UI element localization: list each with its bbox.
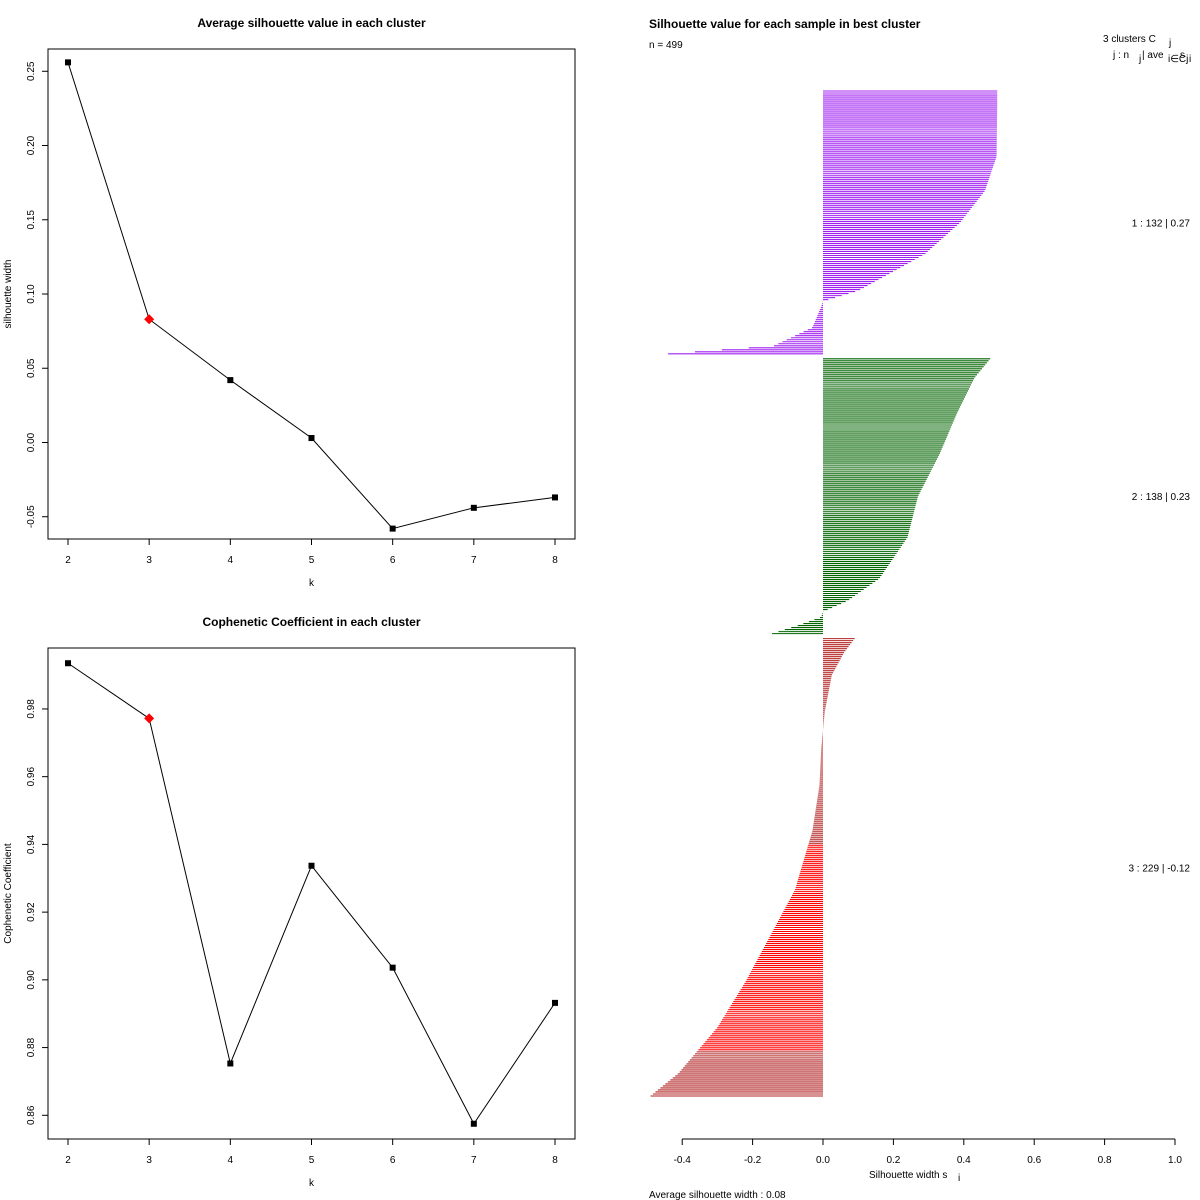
cluster-1-bars: [668, 90, 998, 355]
x-tick-label: 4: [228, 555, 234, 566]
x-tick-label: 7: [471, 555, 477, 566]
x-tick-label: 2: [65, 1155, 71, 1166]
cluster-2-label: 2 : 138 | 0.23: [1132, 492, 1191, 503]
y-tick-label: 0.88: [26, 1037, 37, 1057]
legend-header-sub: j: [1138, 54, 1141, 65]
x-axis-label: Silhouette width s: [869, 1170, 947, 1181]
legend-header-2: s: [1180, 50, 1185, 61]
x-axis-label-sub: i: [958, 1173, 960, 1184]
y-tick-label: 0.00: [26, 432, 37, 452]
x-tick-label: 5: [309, 1155, 315, 1166]
y-tick-label: 0.86: [26, 1105, 37, 1125]
legend-header-2: | ave: [1142, 50, 1164, 61]
y-tick-label: 0.90: [26, 970, 37, 990]
cluster-2-bars: [771, 358, 991, 635]
x-tick-label: 7: [471, 1155, 477, 1166]
x-tick-label: 8: [552, 1155, 558, 1166]
series-line: [67, 662, 556, 1125]
best-k-point: [144, 314, 155, 325]
data-point: [65, 660, 71, 667]
y-axis-label: Cophenetic Coefficient: [3, 843, 14, 944]
series-line: [67, 62, 556, 530]
y-axis-label: silhouette width: [3, 260, 14, 329]
legend-header-sub: i: [1189, 54, 1191, 65]
data-point: [65, 59, 71, 66]
x-tick-label: 6: [390, 555, 396, 566]
legend-header: 3 clusters C: [1103, 34, 1156, 45]
x-tick-label: 0.2: [886, 1155, 900, 1166]
sample-count: n = 499: [649, 40, 683, 51]
legend-header-sub: j: [1168, 38, 1171, 49]
y-tick-label: -0.05: [26, 505, 37, 528]
x-axis-label: k: [309, 1178, 315, 1189]
y-tick-label: 0.92: [26, 902, 37, 922]
cluster-3-label: 3 : 229 | -0.12: [1128, 863, 1190, 874]
y-tick-label: 0.05: [26, 358, 37, 378]
y-tick-label: 0.25: [26, 61, 37, 81]
data-point: [389, 525, 396, 532]
data-point: [308, 435, 315, 442]
x-tick-label: -0.4: [674, 1155, 692, 1166]
cophenetic-coefficient-chart: Cophenetic Coefficient in each cluster 2 3…: [3, 615, 576, 1189]
best-k-point: [144, 713, 155, 724]
data-point: [227, 1060, 234, 1067]
x-tick-label: 6: [390, 1155, 396, 1166]
x-tick-label: 3: [146, 555, 152, 566]
data-point: [470, 504, 477, 511]
plot-frame: [47, 48, 576, 540]
chart-title: Cophenetic Coefficient in each cluster: [202, 615, 420, 629]
x-tick-label: 2: [65, 555, 71, 566]
x-axis-label: k: [309, 578, 315, 589]
data-point: [308, 862, 315, 869]
legend-header-sub: i∈Cj: [1168, 54, 1188, 65]
x-tick-label: 3: [146, 1155, 152, 1166]
y-tick-label: 0.10: [26, 284, 37, 304]
data-point: [389, 964, 396, 971]
x-tick-label: 4: [228, 1155, 234, 1166]
data-point: [470, 1120, 477, 1127]
x-tick-label: 0.0: [816, 1155, 830, 1166]
legend-header-2: j : n: [1112, 50, 1129, 61]
x-tick-label: 0.4: [957, 1155, 971, 1166]
silhouette-plot: Silhouette value for each sample in best…: [649, 17, 1191, 1200]
plot-title: Silhouette value for each sample in best…: [649, 17, 921, 31]
x-tick-label: 5: [309, 555, 315, 566]
y-tick-label: 0.96: [26, 767, 37, 787]
y-tick-label: 0.94: [26, 834, 37, 854]
average-silhouette-width: Average silhouette width : 0.08: [649, 1190, 786, 1200]
x-tick-label: 8: [552, 555, 558, 566]
cluster-1-label: 1 : 132 | 0.27: [1132, 218, 1191, 229]
x-tick-label: 0.8: [1098, 1155, 1112, 1166]
silhouette-average-chart: Average silhouette value in each cluster…: [3, 16, 576, 589]
x-tick-label: 0.6: [1027, 1155, 1041, 1166]
x-tick-label: 1.0: [1168, 1155, 1182, 1166]
x-tick-label: -0.2: [744, 1155, 762, 1166]
y-tick-label: 0.98: [26, 699, 37, 719]
chart-title: Average silhouette value in each cluster: [197, 16, 426, 30]
y-tick-label: 0.20: [26, 135, 37, 155]
data-point: [552, 999, 558, 1006]
data-point: [552, 494, 558, 501]
cluster-3-bars: [650, 638, 855, 1097]
data-point: [227, 377, 234, 384]
y-tick-label: 0.15: [26, 210, 37, 230]
plot-frame: [47, 647, 576, 1140]
